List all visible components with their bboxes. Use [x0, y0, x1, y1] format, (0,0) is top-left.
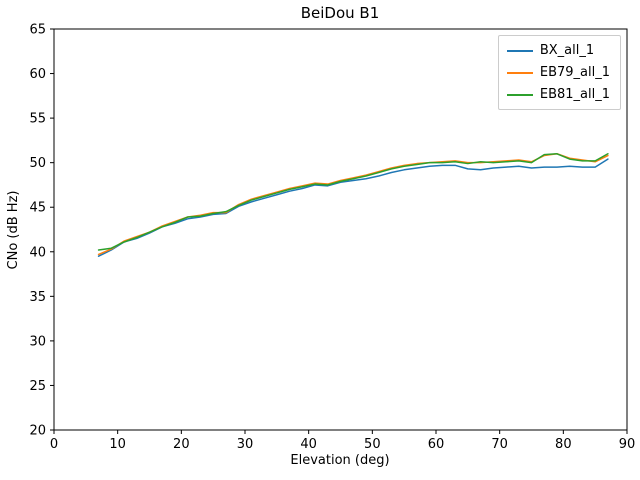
y-tick-label: 30 — [29, 334, 46, 349]
legend-swatch — [506, 71, 533, 74]
x-tick-label: 20 — [173, 437, 190, 452]
x-tick-label: 90 — [619, 437, 636, 452]
legend-swatch — [506, 93, 533, 96]
y-tick-label: 65 — [29, 23, 46, 38]
legend-item-BX_all_1: BX_all_1 — [506, 43, 610, 58]
y-tick-label: 25 — [29, 379, 46, 394]
x-tick-label: 60 — [428, 437, 445, 452]
legend: BX_all_1 EB79_all_1 EB81_all_1 — [497, 35, 621, 110]
x-tick-label: 10 — [109, 437, 126, 452]
legend-label: BX_all_1 — [539, 43, 595, 58]
x-tick-label: 70 — [491, 437, 508, 452]
y-tick-label: 55 — [29, 112, 46, 127]
y-axis-label: CNo (dB Hz) — [6, 191, 21, 270]
y-tick-label: 45 — [29, 201, 46, 216]
x-tick-label: 40 — [300, 437, 317, 452]
y-tick-label: 60 — [29, 67, 46, 82]
y-tick-label: 35 — [29, 290, 46, 305]
y-tick-label: 40 — [29, 245, 46, 260]
legend-label: EB79_all_1 — [539, 65, 610, 80]
legend-item-EB79_all_1: EB79_all_1 — [506, 65, 610, 80]
series-line-BX_all_1 — [97, 158, 609, 257]
x-axis-label: Elevation (deg) — [290, 453, 389, 468]
x-tick-label: 0 — [50, 437, 58, 452]
legend-label: EB81_all_1 — [539, 87, 610, 102]
x-tick-label: 80 — [555, 437, 572, 452]
y-tick-label: 20 — [29, 424, 46, 439]
y-tick-label: 50 — [29, 156, 46, 171]
legend-swatch — [506, 49, 533, 52]
chart-title: BeiDou B1 — [301, 4, 380, 22]
x-tick-label: 50 — [364, 437, 381, 452]
legend-item-EB81_all_1: EB81_all_1 — [506, 87, 610, 102]
series-line-EB79_all_1 — [97, 153, 609, 256]
plot-area: 0 10 20 30 40 50 60 70 80 90 20 25 30 35 40 45 50 55 60 65 — [29, 23, 635, 453]
x-tick-label: 30 — [237, 437, 254, 452]
axes-spines — [53, 28, 628, 431]
series-line-EB81_all_1 — [97, 153, 609, 251]
